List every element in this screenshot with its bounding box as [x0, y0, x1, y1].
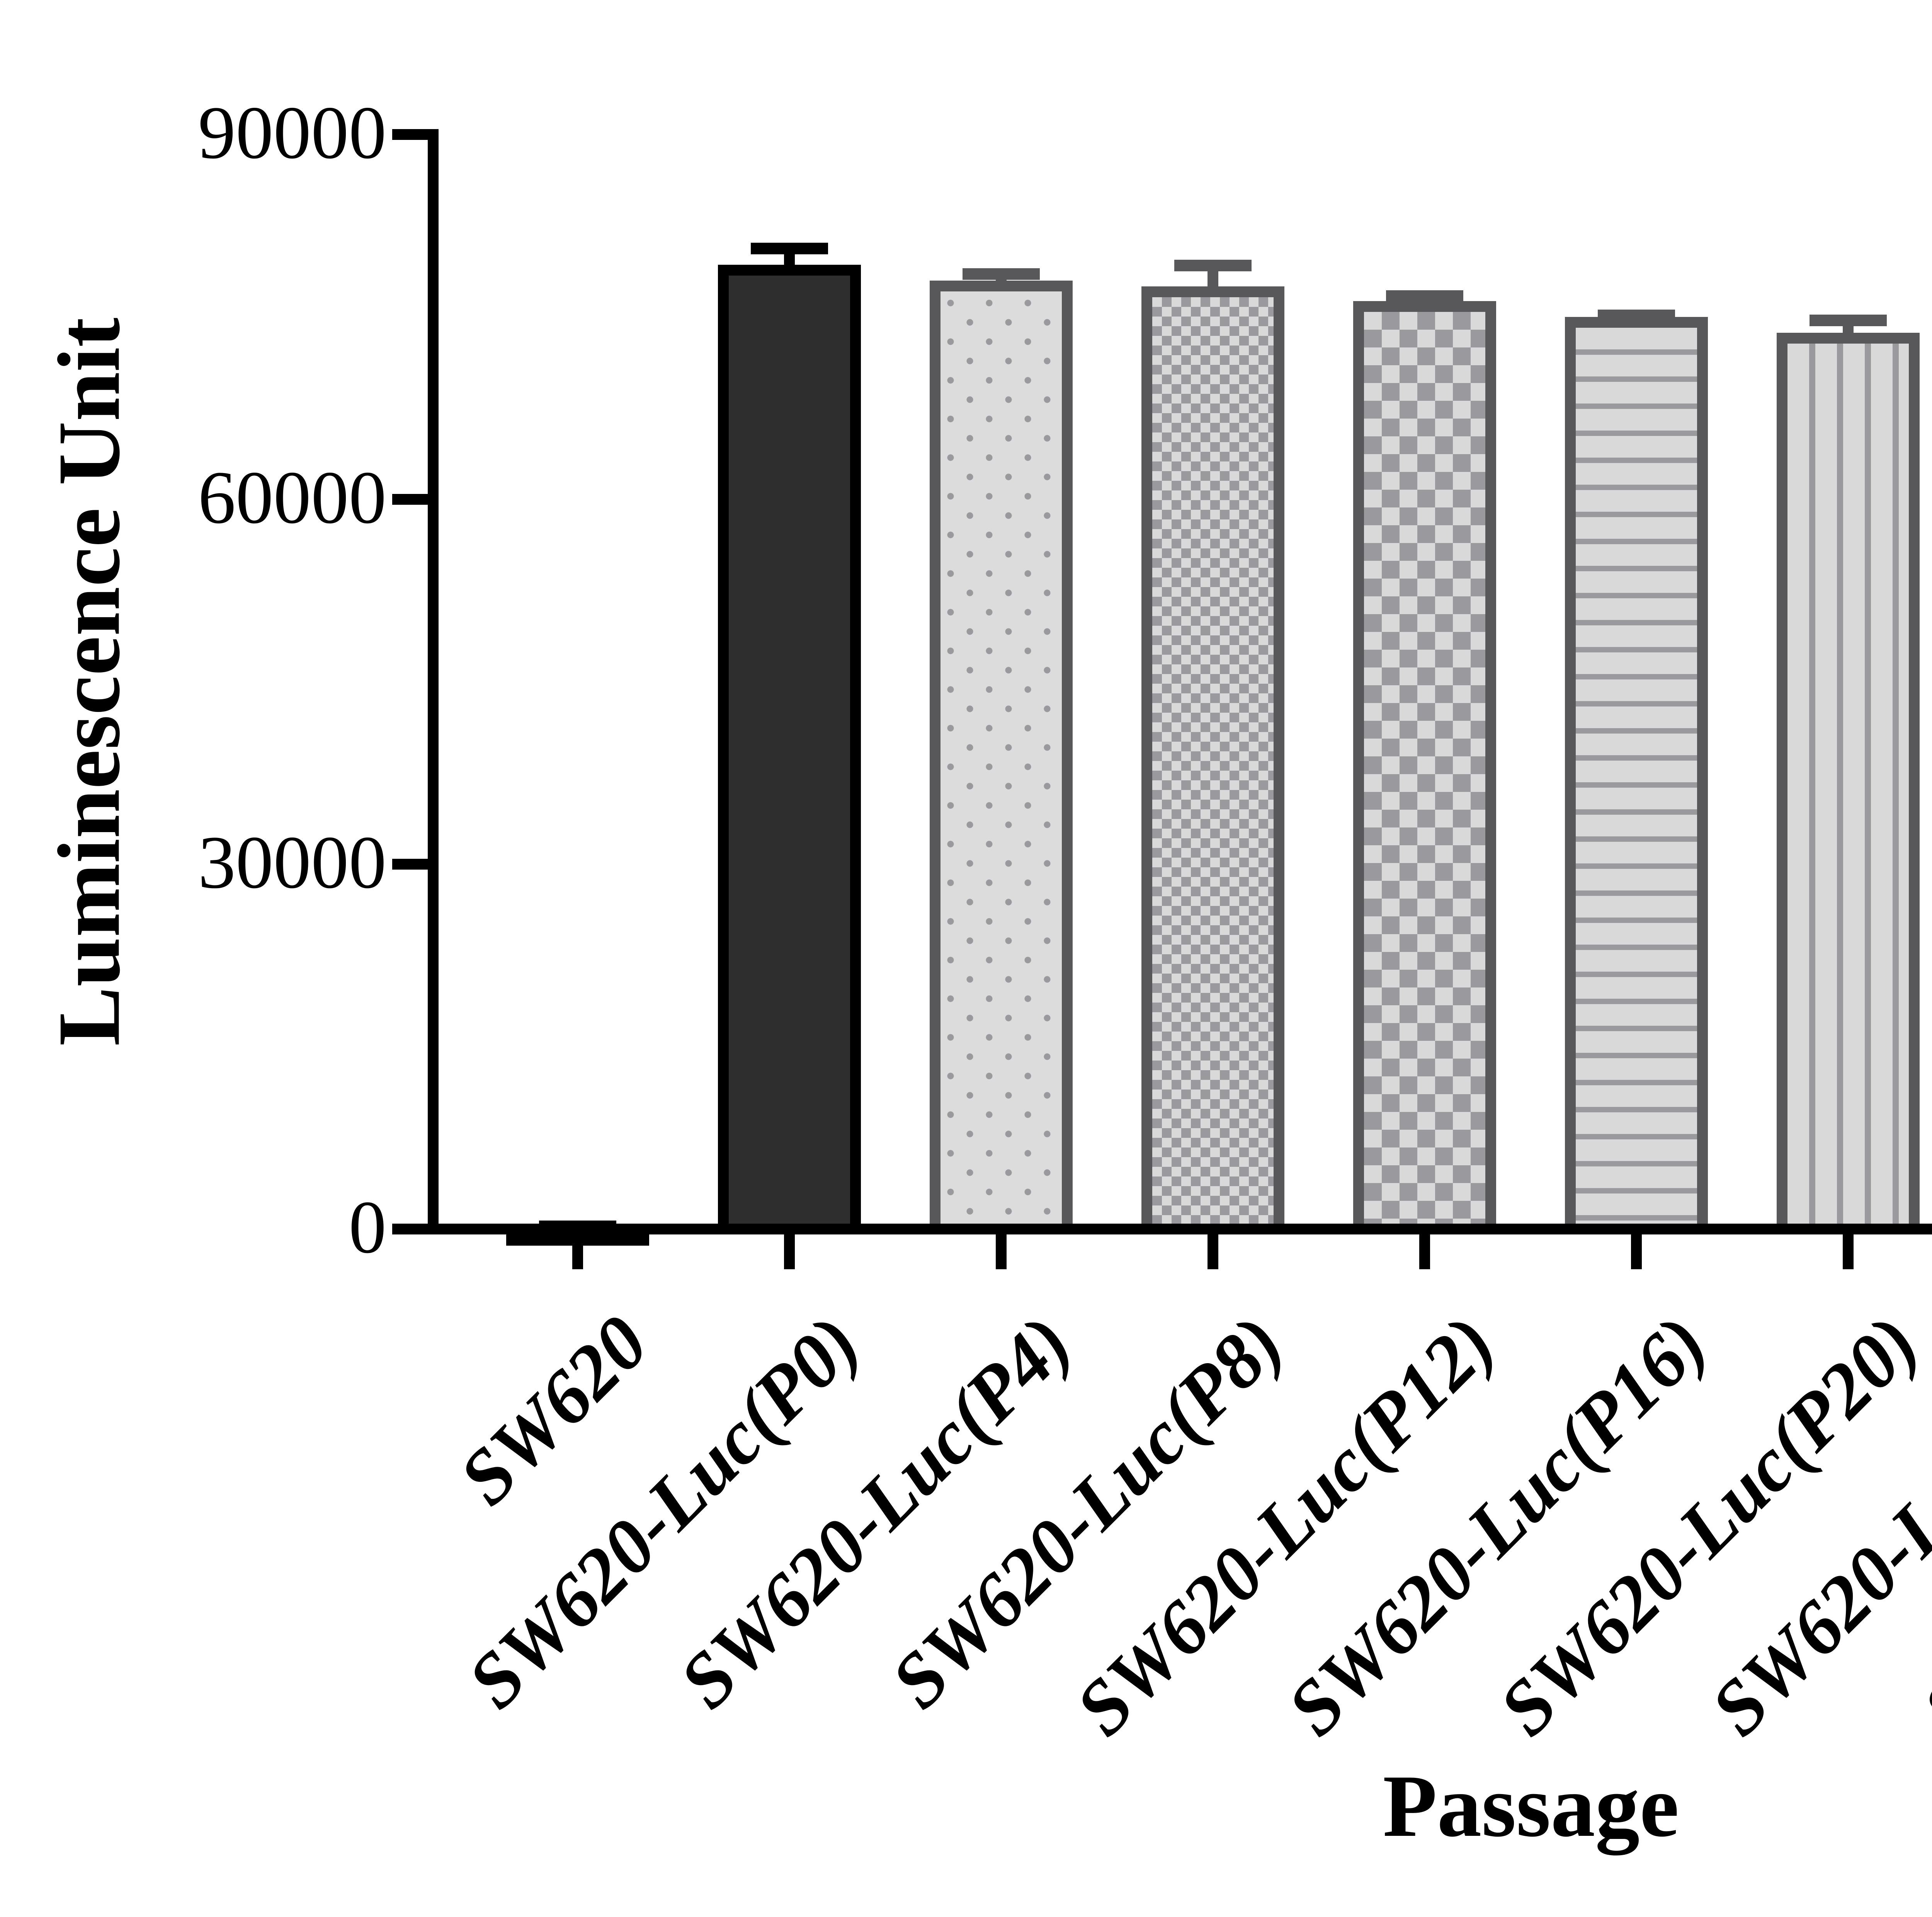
x-axis-line [428, 1224, 1932, 1234]
x-axis-title: Passage [1383, 1757, 1679, 1855]
x-tick [1631, 1234, 1642, 1269]
y-axis-title: Luminescence Unit [39, 317, 138, 1046]
x-tick [1208, 1234, 1218, 1269]
y-axis-line [428, 129, 439, 1234]
bar-SW620-Luc-P20- [1777, 332, 1920, 1234]
y-tick-label: 90000 [198, 91, 387, 175]
x-tick [784, 1234, 795, 1269]
y-tick [392, 1224, 428, 1234]
x-tick [1843, 1234, 1854, 1269]
bar-SW620-Luc-P0- [718, 264, 861, 1234]
y-tick-label: 0 [349, 1185, 387, 1269]
x-tick [1419, 1234, 1430, 1269]
bar-SW620-Luc-P16- [1565, 317, 1708, 1234]
bar-SW620-Luc-P4- [930, 280, 1073, 1234]
error-bar-cap [751, 243, 828, 255]
y-tick-label: 60000 [198, 456, 387, 540]
x-tick [572, 1234, 583, 1269]
error-bar-cap [1386, 290, 1463, 302]
bar-SW620-Luc-P12- [1353, 301, 1496, 1234]
y-tick [392, 129, 428, 140]
y-tick [392, 494, 428, 505]
error-bar-cap [1810, 314, 1887, 326]
error-bar-cap [963, 268, 1040, 280]
y-tick-label: 30000 [198, 821, 387, 904]
bar-SW620-Luc-P8- [1141, 286, 1284, 1234]
y-tick [392, 859, 428, 870]
error-bar-cap [1174, 260, 1252, 272]
x-tick [996, 1234, 1007, 1269]
